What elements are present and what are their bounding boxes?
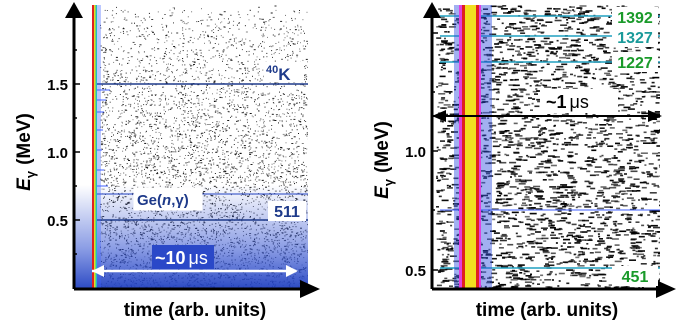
right-span-label-box xyxy=(540,89,618,113)
right-plot-area xyxy=(436,5,660,289)
left-ge-label: Ge(n,γ) xyxy=(137,192,189,209)
right-451-label: 451 xyxy=(622,269,649,286)
left-span-label: ~10 μs xyxy=(155,248,208,268)
left-span-arrow xyxy=(92,265,298,277)
right-panel: 0.5 1.0 time (arb. units) Eγ(MeV) 1392 1… xyxy=(372,2,676,321)
right-451-label-box xyxy=(612,266,658,286)
left-511-label: 511 xyxy=(274,204,300,221)
right-stripe-red-r xyxy=(476,5,479,289)
left-prompt-stripe-cyan xyxy=(95,5,97,289)
left-x-axis-label: time (arb. units) xyxy=(124,300,267,321)
left-y-axis-label: Eγ(MeV) xyxy=(14,113,38,191)
left-k40-label: 40K xyxy=(266,64,291,84)
right-1392-label-box xyxy=(612,7,658,27)
left-k40-label-box xyxy=(264,62,304,82)
right-span-label: ~1 μs xyxy=(546,92,589,112)
right-block-density xyxy=(436,5,660,289)
left-prompt-stripe-yellow xyxy=(94,5,96,289)
right-tick-label-1.0: 1.0 xyxy=(405,144,426,161)
right-y-axis-label: Eγ(MeV) xyxy=(372,121,396,199)
left-prompt-stripe-red xyxy=(92,5,94,289)
right-1327-label-box xyxy=(612,27,658,47)
left-prompt-teeth xyxy=(97,89,110,187)
right-1227-label: 1227 xyxy=(617,55,653,72)
left-tick-label-1.5: 1.5 xyxy=(47,77,68,94)
right-1392-label: 1392 xyxy=(617,10,653,27)
left-tick-label-1.0: 1.0 xyxy=(47,145,68,162)
right-tick-label-0.5: 0.5 xyxy=(405,263,426,280)
right-stripe-magenta-l xyxy=(459,5,462,289)
left-ge-label-box xyxy=(133,187,203,211)
right-stripe-magenta-r xyxy=(479,5,481,289)
left-511-label-box xyxy=(268,201,306,221)
right-y-ticks xyxy=(432,32,438,271)
right-1227-label-box xyxy=(612,52,658,72)
right-stripe-red-l xyxy=(462,5,465,289)
right-span-arrow xyxy=(432,110,662,122)
right-stripe-yellow xyxy=(465,5,476,289)
left-y-ticks xyxy=(74,49,80,255)
right-x-axis-label: time (arb. units) xyxy=(476,300,619,321)
left-tick-label-0.5: 0.5 xyxy=(47,213,68,230)
right-1327-label: 1327 xyxy=(617,30,653,47)
left-span-label-box xyxy=(152,245,214,269)
left-panel: 0.5 1.0 1.5 time (arb. units) Eγ(MeV) 40… xyxy=(14,2,320,321)
